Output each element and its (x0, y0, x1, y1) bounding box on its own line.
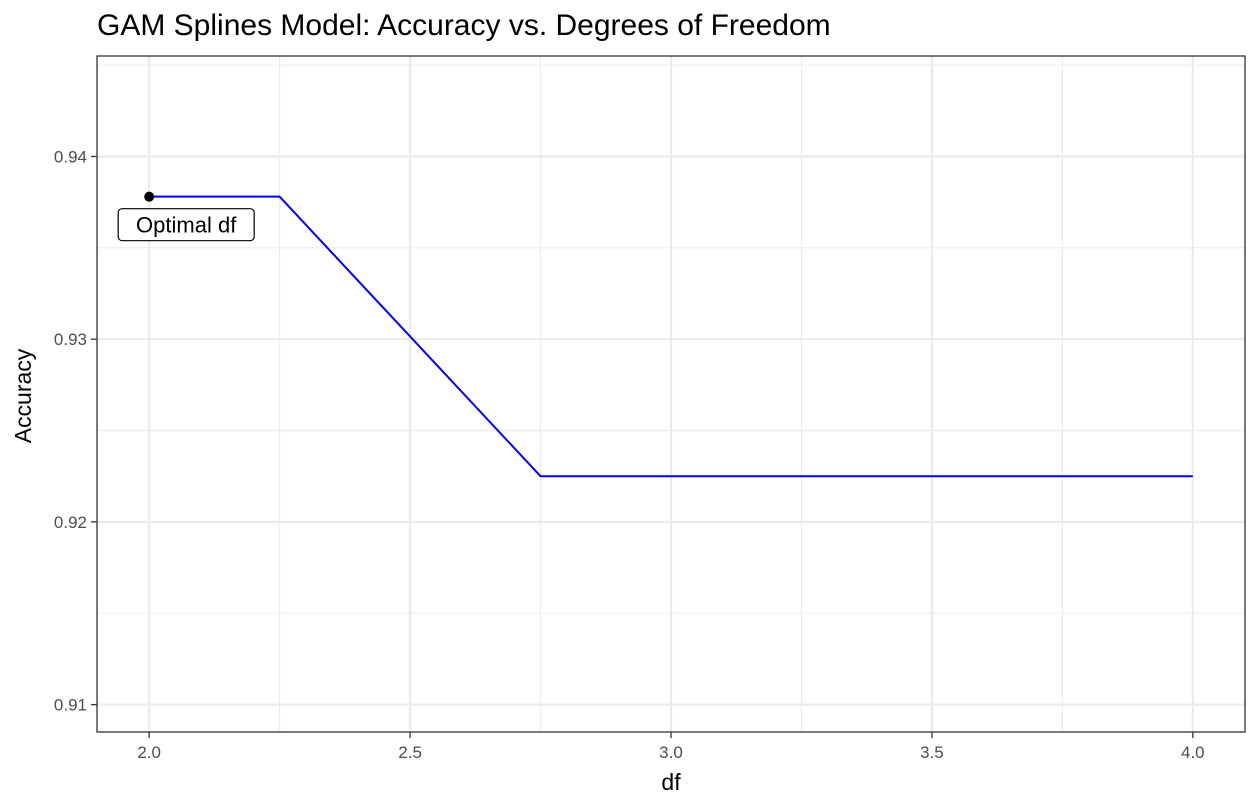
y-tick-label: 0.93 (54, 330, 87, 349)
y-tick-label: 0.94 (54, 147, 87, 166)
y-axis-title: Accuracy (10, 348, 36, 443)
grid (97, 56, 1245, 732)
x-axis: 2.0 2.5 3.0 3.5 4.0 (137, 732, 1205, 762)
x-tick-label: 4.0 (1181, 743, 1205, 762)
y-tick-label: 0.91 (54, 696, 87, 715)
x-tick-label: 2.5 (398, 743, 422, 762)
x-axis-title: df (661, 769, 681, 795)
annotation-label-box (117, 208, 255, 242)
series-line (149, 195, 1193, 478)
y-axis: 0.91 0.92 0.93 0.94 (54, 147, 97, 715)
x-tick-label: 2.0 (137, 743, 161, 762)
x-tick-label: 3.5 (920, 743, 944, 762)
series-layer (149, 195, 1193, 478)
x-tick-label: 3.0 (659, 743, 683, 762)
optimal-point (144, 191, 155, 202)
annotation-layer: Optimal df (117, 191, 255, 242)
annotation-label: Optimal df (136, 213, 237, 238)
chart-title: GAM Splines Model: Accuracy vs. Degrees … (97, 9, 831, 42)
y-tick-label: 0.92 (54, 513, 87, 532)
